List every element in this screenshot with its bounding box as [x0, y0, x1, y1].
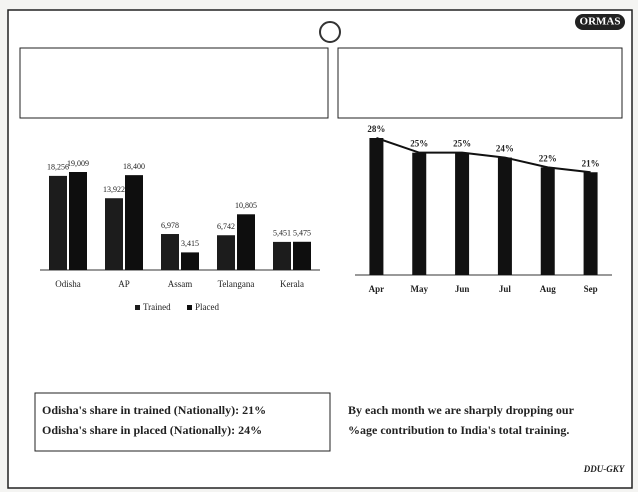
- data-label: 10,805: [235, 201, 257, 210]
- legend-label: Placed: [195, 302, 219, 312]
- bar: [583, 172, 598, 275]
- bar: [217, 235, 235, 270]
- data-label: 21%: [582, 158, 600, 168]
- ormas-logo-bg: [575, 14, 625, 30]
- data-label: 5,475: [293, 229, 311, 238]
- x-tick-label: Jul: [499, 284, 512, 294]
- x-tick-label: Kerala: [280, 279, 304, 289]
- legend-label: Trained: [143, 302, 171, 312]
- bar: [455, 152, 470, 275]
- bar: [69, 172, 87, 270]
- x-tick-label: May: [411, 284, 429, 294]
- x-tick-label: Assam: [168, 279, 193, 289]
- data-label: 18,256: [47, 163, 69, 172]
- x-tick-label: Telangana: [218, 279, 255, 289]
- x-tick-label: Apr: [369, 284, 385, 294]
- data-label: 28%: [367, 124, 385, 134]
- x-tick-label: Jun: [455, 284, 470, 294]
- data-label: 3,415: [181, 239, 199, 248]
- bar: [293, 241, 311, 270]
- bar: [369, 138, 384, 275]
- x-tick-label: AP: [118, 279, 130, 289]
- data-label: 13,922: [103, 185, 125, 194]
- data-label: 25%: [410, 139, 428, 149]
- data-label: 22%: [539, 153, 557, 163]
- x-tick-label: Aug: [540, 284, 557, 294]
- center-emblem: [319, 21, 341, 43]
- data-label: 25%: [453, 139, 471, 149]
- data-label: 24%: [496, 144, 514, 154]
- bar: [412, 152, 427, 275]
- data-label: 6,742: [217, 222, 235, 231]
- top-right-box: [337, 47, 623, 119]
- left-note-box: [34, 392, 331, 452]
- ddu-logo: DDU-GKY: [583, 464, 626, 474]
- bar: [181, 252, 199, 270]
- left-note: Odisha's share in placed (Nationally): 2…: [42, 423, 262, 437]
- bar: [125, 175, 143, 270]
- bar: [161, 234, 179, 270]
- bar: [273, 241, 291, 270]
- bar: [237, 214, 255, 270]
- data-label: 5,451: [273, 229, 291, 238]
- bar: [105, 198, 123, 270]
- bar: [497, 157, 512, 275]
- legend-swatch: [135, 305, 140, 310]
- data-label: 19,009: [67, 159, 89, 168]
- ormas-logo: ORMAS: [580, 16, 621, 28]
- legend-swatch: [187, 305, 192, 310]
- data-label: 6,978: [161, 221, 179, 230]
- right-note: %age contribution to India's total train…: [348, 423, 569, 437]
- right-note: By each month we are sharply dropping ou…: [348, 403, 575, 417]
- bar: [49, 175, 67, 270]
- left-note: Odisha's share in trained (Nationally): …: [42, 403, 266, 417]
- bar: [540, 167, 555, 275]
- x-tick-label: Odisha: [55, 279, 81, 289]
- top-left-box: [19, 47, 329, 119]
- data-label: 18,400: [123, 162, 145, 171]
- trend-line: [376, 137, 591, 174]
- x-tick-label: Sep: [584, 284, 598, 294]
